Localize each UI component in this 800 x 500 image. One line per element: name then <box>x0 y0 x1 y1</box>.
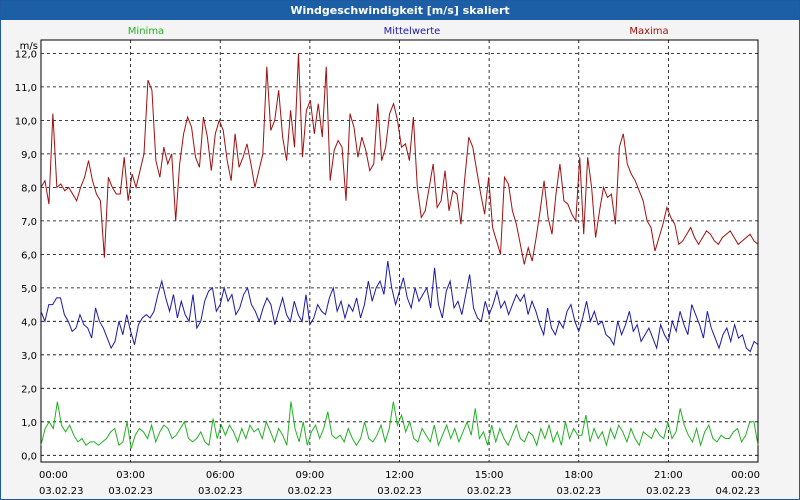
x-tick-date-label: 03.02.23 <box>288 486 333 497</box>
legend-entry-mittelwerte: Mittelwerte <box>384 26 441 37</box>
y-tick-label: 6,0 <box>21 250 37 261</box>
x-tick-date-label: 03.02.23 <box>198 486 243 497</box>
x-tick-date-label: 04.02.23 <box>715 486 760 497</box>
x-tick-time-label: 15:00 <box>475 470 504 481</box>
x-tick-time-label: 12:00 <box>385 470 414 481</box>
x-tick-date-label: 03.02.23 <box>467 486 512 497</box>
y-tick-label: 12,0 <box>15 49 37 60</box>
y-tick-label: 2,0 <box>21 384 37 395</box>
x-tick-time-label: 18:00 <box>564 470 593 481</box>
y-tick-label: 8,0 <box>21 183 37 194</box>
legend: Minima Mittelwerte Maxima <box>128 26 669 37</box>
x-tick-time-label: 03:00 <box>116 470 145 481</box>
series-line-minima <box>40 401 759 449</box>
tick-labels: 0,0 1,0 2,0 3,0 4,0 5,0 6,0 7,0 8,0 9,0 10,0 11,0 12… <box>15 49 760 497</box>
x-tick-date-label: 03.02.23 <box>556 486 601 497</box>
grid <box>41 40 758 462</box>
x-tick-time-label: 06:00 <box>206 470 235 481</box>
y-tick-label: 0,0 <box>21 451 37 462</box>
x-tick-date-label: 03.02.23 <box>108 486 153 497</box>
y-tick-label: 3,0 <box>21 351 37 362</box>
legend-entry-maxima: Maxima <box>629 26 668 37</box>
window-title: Windgeschwindigkeit [m/s] skaliert <box>1 1 799 20</box>
legend-entry-minima: Minima <box>128 26 164 37</box>
y-tick-label: 9,0 <box>21 150 37 161</box>
x-tick-time-label: 21:00 <box>654 470 683 481</box>
x-tick-time-label: 00:00 <box>731 470 760 481</box>
y-tick-label: 11,0 <box>15 83 37 94</box>
y-tick-label: 5,0 <box>21 284 37 295</box>
y-tick-label: 7,0 <box>21 217 37 228</box>
x-tick-date-label: 03.02.23 <box>377 486 422 497</box>
series-line-maxima <box>40 53 759 265</box>
x-tick-date-label: 03.02.23 <box>39 486 84 497</box>
wind-speed-chart: 0,0 1,0 2,0 3,0 4,0 5,0 6,0 7,0 8,0 9,0 10,0 11,0 12… <box>15 26 760 497</box>
y-tick-label: 10,0 <box>15 116 37 127</box>
y-tick-label: 4,0 <box>21 317 37 328</box>
y-axis-label: m/s <box>20 41 38 52</box>
x-tick-time-label: 00:00 <box>39 470 68 481</box>
y-tick-label: 1,0 <box>21 418 37 429</box>
series-lines <box>40 53 759 449</box>
x-tick-time-label: 09:00 <box>295 470 324 481</box>
series-line-mittelwerte <box>40 260 759 353</box>
x-tick-date-label: 03.02.23 <box>646 486 691 497</box>
